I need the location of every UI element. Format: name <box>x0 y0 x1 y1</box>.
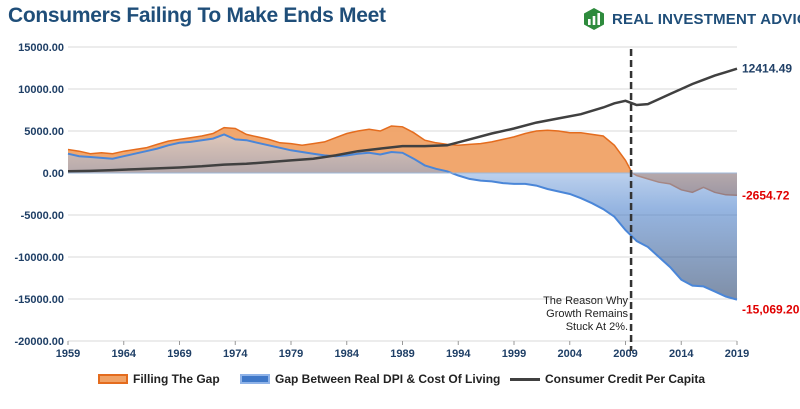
legend-item-filling-the-gap: Filling The Gap <box>98 372 220 386</box>
x-tick-label: 1964 <box>112 348 137 360</box>
annotation-line: The Reason Why <box>543 295 628 307</box>
x-tick-label: 2014 <box>669 348 694 360</box>
legend-label: Gap Between Real DPI & Cost Of Living <box>275 372 501 386</box>
legend-swatch <box>240 374 270 384</box>
x-tick-label: 1974 <box>223 348 248 360</box>
y-tick-label: -15000.00 <box>14 294 64 306</box>
x-tick-label: 1989 <box>390 348 414 360</box>
x-tick-label: 2019 <box>725 348 749 360</box>
brand-name: REAL INVESTMENT ADVICE <box>612 10 800 28</box>
brand-logo-icon <box>584 8 604 30</box>
legend-label: Filling The Gap <box>133 372 220 386</box>
annotation-line: Growth Remains <box>546 308 628 320</box>
page-title: Consumers Failing To Make Ends Meet <box>8 4 386 27</box>
legend-item-consumer-credit: Consumer Credit Per Capita <box>510 372 705 386</box>
x-tick-label: 1969 <box>167 348 191 360</box>
legend: Filling The Gap Gap Between Real DPI & C… <box>0 372 800 390</box>
legend-label: Consumer Credit Per Capita <box>545 372 706 386</box>
dpi-gap-line <box>67 133 738 301</box>
x-tick-label: 1994 <box>446 348 471 360</box>
x-tick-label: 1999 <box>502 348 526 360</box>
x-tick-label: 2004 <box>558 348 583 360</box>
legend-item-gap-dpi: Gap Between Real DPI & Cost Of Living <box>240 372 500 386</box>
dpi-gap-area <box>68 134 737 300</box>
x-tick-label: 2009 <box>613 348 637 360</box>
end-label: -2654.72 <box>742 188 790 202</box>
brand: REAL INVESTMENT ADVICE <box>582 7 800 31</box>
consumer-credit-line <box>67 67 738 173</box>
y-tick-label: 10000.00 <box>18 84 64 96</box>
end-label: 12414.49 <box>742 62 792 76</box>
y-tick-label: -20000.00 <box>14 336 64 348</box>
legend-swatch <box>98 374 128 384</box>
y-tick-label: 5000.00 <box>24 126 64 138</box>
y-tick-label: -10000.00 <box>14 252 64 264</box>
x-tick-label: 1984 <box>335 348 360 360</box>
y-tick-label: 0.00 <box>43 168 64 180</box>
legend-swatch <box>510 377 540 381</box>
x-tick-label: 1959 <box>56 348 80 360</box>
x-tick-label: 1979 <box>279 348 303 360</box>
annotation-line: Stuck At 2%. <box>566 321 628 333</box>
y-tick-label: -5000.00 <box>21 210 64 222</box>
y-tick-label: 15000.00 <box>18 42 64 54</box>
end-label: -15,069.20 <box>742 303 800 317</box>
